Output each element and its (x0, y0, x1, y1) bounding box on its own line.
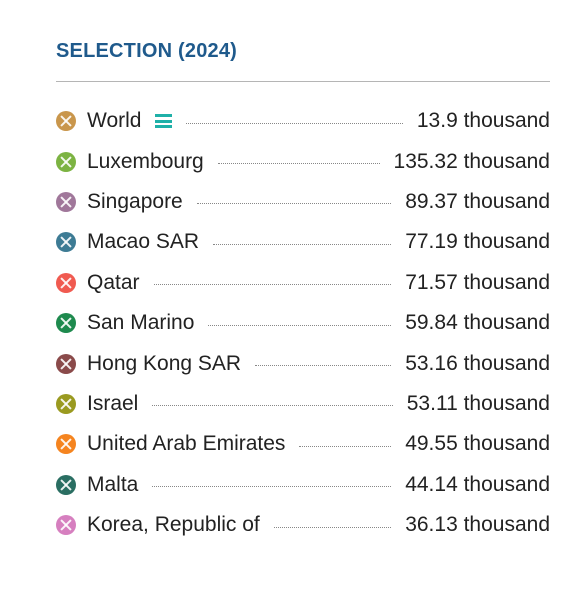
item-value: 71.57 thousand (405, 270, 550, 294)
list-item[interactable]: Israel 53.11 thousand (56, 384, 550, 424)
leader-dots (152, 486, 392, 488)
item-value: 53.11 thousand (406, 391, 550, 415)
leader-dots (186, 122, 403, 124)
item-value: 135.32 thousand (393, 149, 550, 173)
series-marker-icon (56, 111, 76, 132)
list-item[interactable]: Hong Kong SAR 53.16 thousand (56, 343, 550, 383)
leader-dots (299, 445, 392, 447)
item-value: 36.13 thousand (405, 513, 550, 537)
list-item[interactable]: Korea, Republic of 36.13 thousand (56, 505, 550, 545)
item-value: 13.9 thousand (416, 109, 550, 133)
item-value: 59.84 thousand (405, 311, 550, 335)
series-marker-icon (56, 515, 76, 536)
list-item[interactable]: Malta 44.14 thousand (56, 465, 550, 505)
item-value: 53.16 thousand (405, 351, 550, 375)
leader-dots (255, 365, 392, 367)
item-name: Macao SAR (87, 230, 200, 254)
series-marker-icon (56, 151, 76, 172)
series-marker-icon (56, 191, 76, 212)
hamburger-menu-icon[interactable] (155, 114, 173, 129)
item-value: 89.37 thousand (405, 189, 550, 213)
leader-dots (213, 243, 392, 245)
item-name: Malta (87, 472, 139, 496)
selection-list: World 13.9 thousand Luxembourg 135.32 th… (56, 101, 550, 545)
item-value: 44.14 thousand (405, 472, 550, 496)
series-marker-icon (56, 232, 76, 253)
item-name: Korea, Republic of (87, 513, 260, 537)
series-marker-icon (56, 353, 76, 374)
item-name: San Marino (87, 311, 195, 335)
leader-dots (153, 284, 392, 286)
series-marker-icon (56, 272, 76, 293)
list-item[interactable]: United Arab Emirates 49.55 thousand (56, 424, 550, 464)
series-marker-icon (56, 393, 76, 414)
divider (56, 81, 550, 82)
series-marker-icon (56, 313, 76, 334)
list-item-world[interactable]: World 13.9 thousand (56, 101, 550, 141)
item-name: Qatar (87, 270, 140, 294)
series-marker-icon (56, 474, 76, 495)
leader-dots (208, 324, 392, 326)
item-name: Israel (87, 391, 139, 415)
list-item[interactable]: Luxembourg 135.32 thousand (56, 141, 550, 181)
list-item[interactable]: Qatar 71.57 thousand (56, 263, 550, 303)
leader-dots (273, 526, 392, 528)
leader-dots (196, 203, 392, 205)
list-item[interactable]: Macao SAR 77.19 thousand (56, 222, 550, 262)
leader-dots (217, 163, 380, 165)
list-item[interactable]: San Marino 59.84 thousand (56, 303, 550, 343)
item-name: Hong Kong SAR (87, 351, 242, 375)
item-name: Singapore (87, 189, 183, 213)
list-item[interactable]: Singapore 89.37 thousand (56, 182, 550, 222)
item-value: 77.19 thousand (405, 230, 550, 254)
item-name: United Arab Emirates (87, 432, 286, 456)
item-value: 49.55 thousand (405, 432, 550, 456)
panel-title: SELECTION (2024) (56, 40, 238, 62)
leader-dots (152, 405, 393, 407)
series-marker-icon (56, 434, 76, 455)
item-name: World (87, 109, 142, 133)
item-name: Luxembourg (87, 149, 204, 173)
